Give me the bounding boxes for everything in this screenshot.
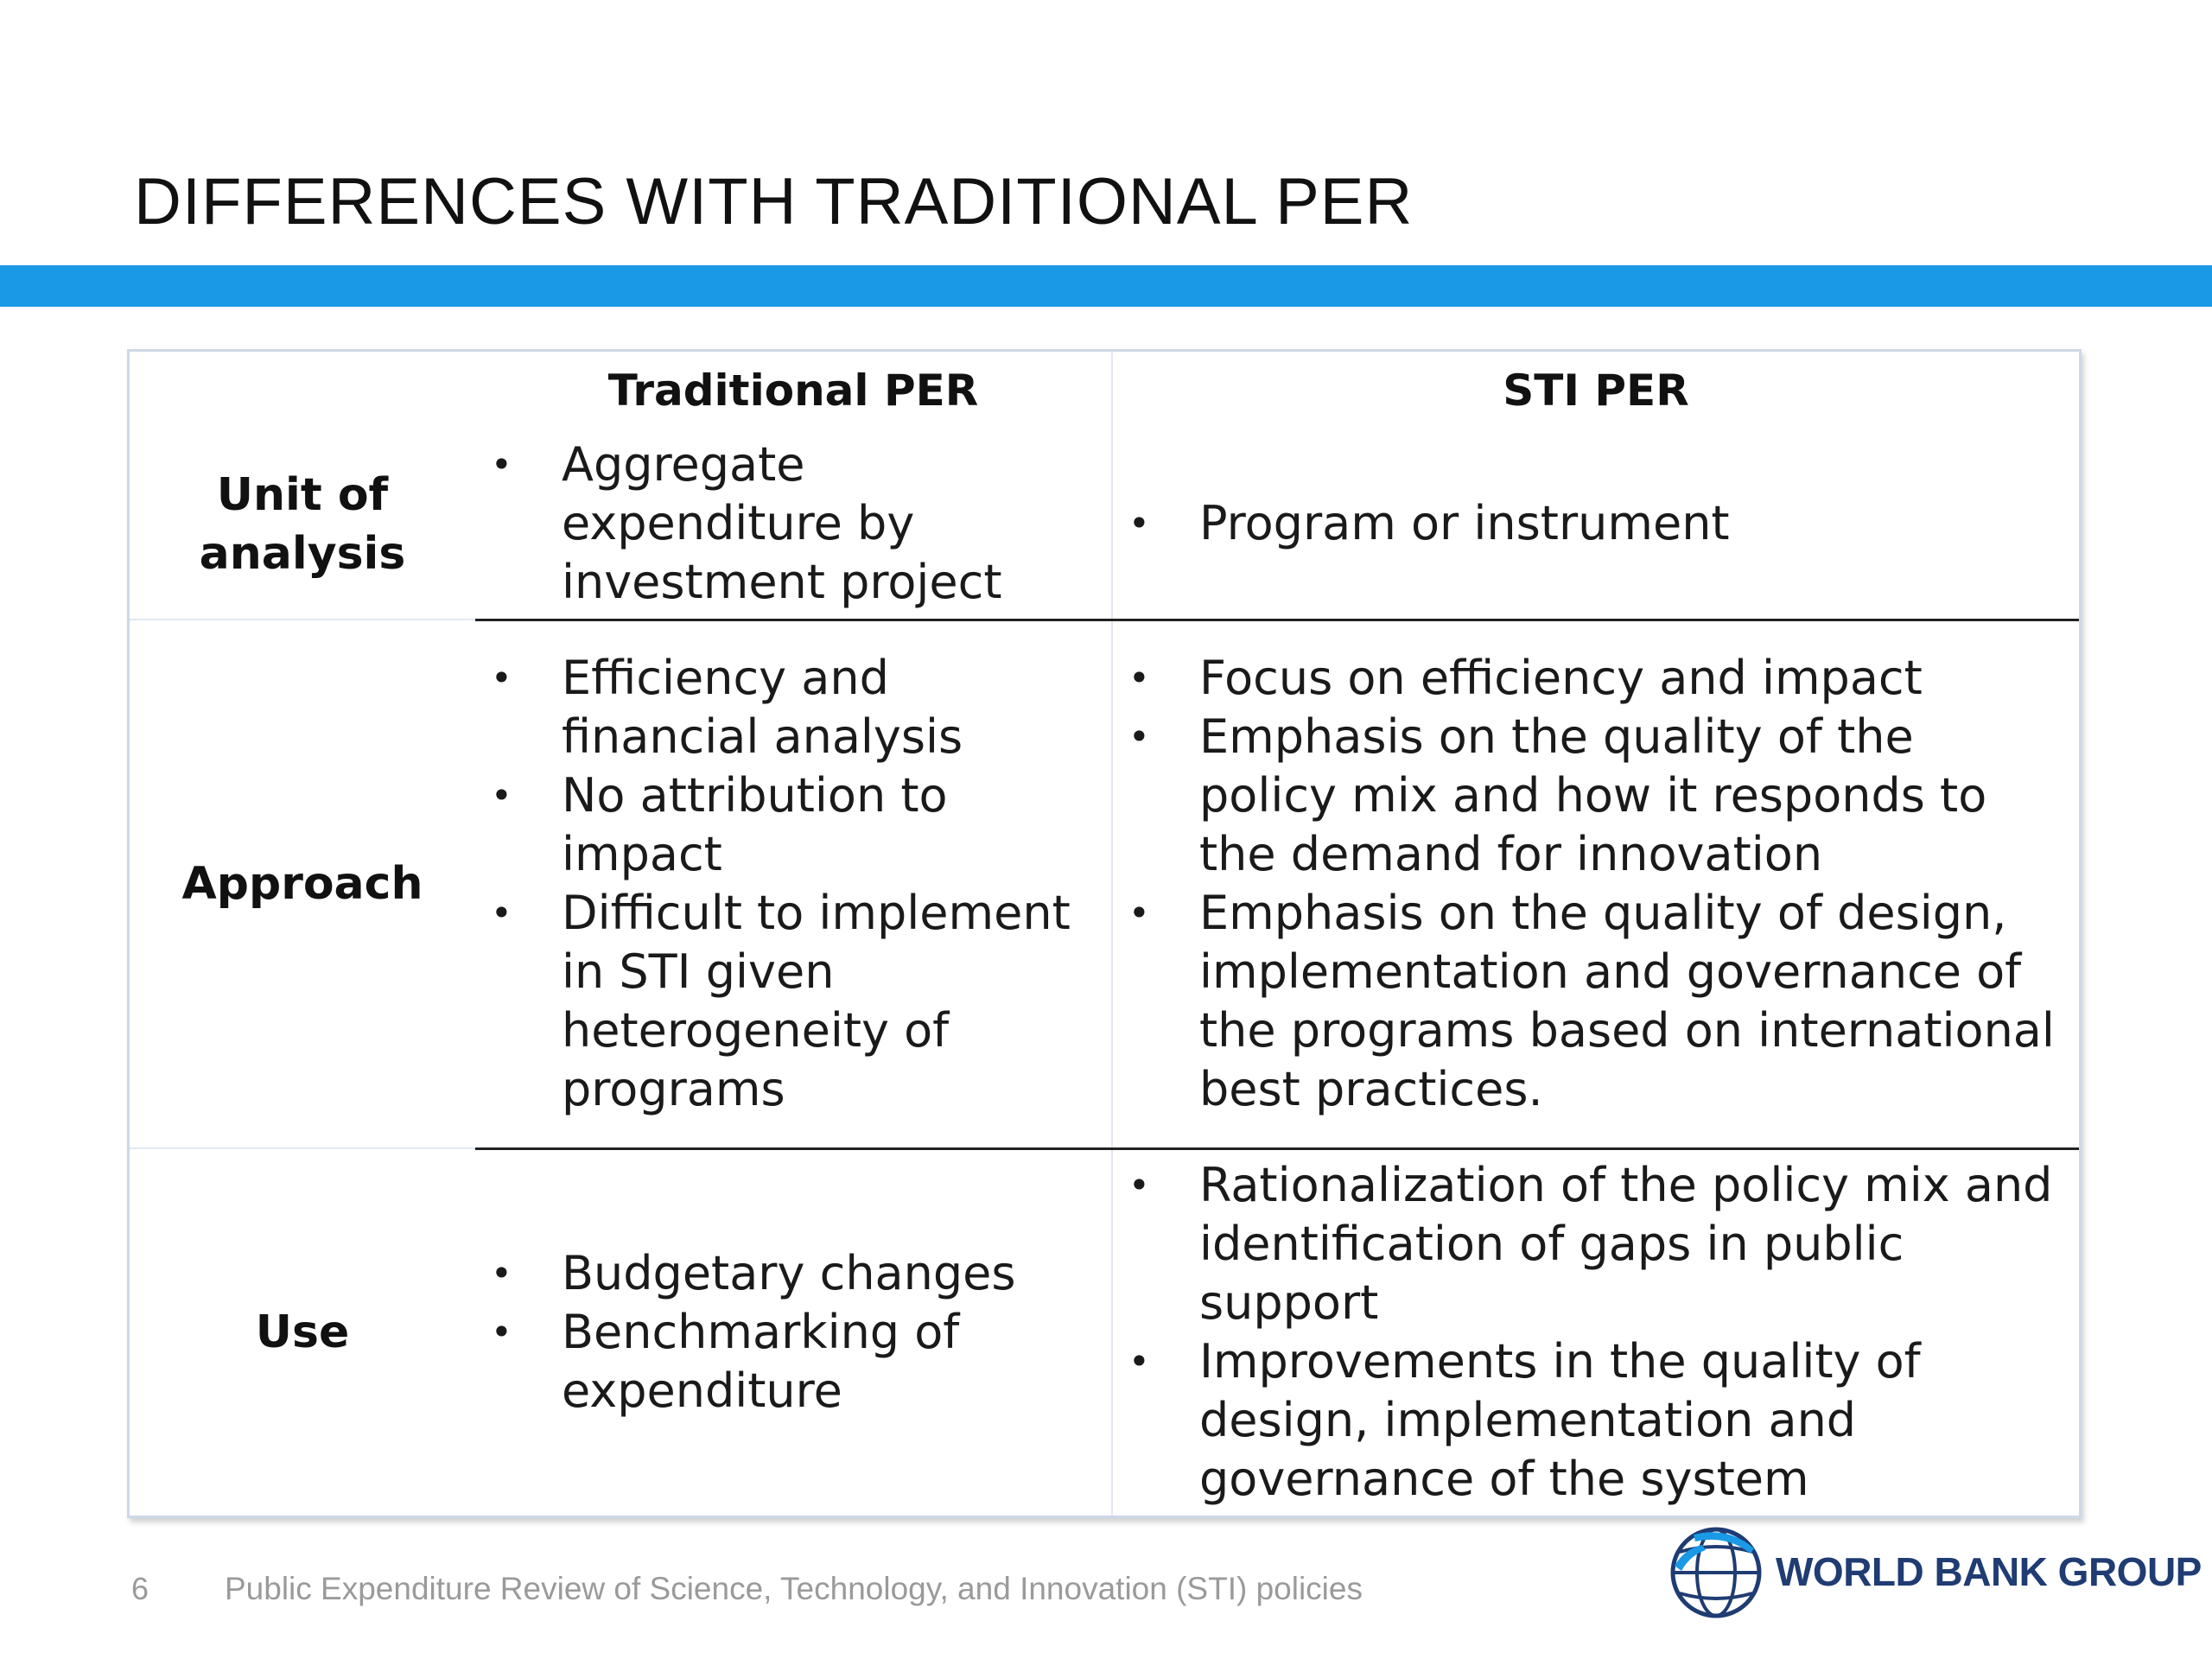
list-item: • Focus on efficiency and impact: [1113, 649, 2079, 708]
bullet-list: • Budgetary changes • Benchmarking of expe…: [475, 1244, 1111, 1421]
row-label-approach: Approach: [130, 620, 475, 1149]
list-item: • Budgetary changes: [475, 1244, 1111, 1303]
world-bank-group-logo: WORLD BANK GROUP: [1668, 1522, 2202, 1626]
bullet-text: Benchmarking of expenditure: [562, 1305, 960, 1419]
table-row: Approach • Efficiency and financial analy…: [130, 620, 2079, 1150]
list-item: • Efficiency and financial analysis: [475, 649, 1111, 766]
bullet-text: Emphasis on the quality of the policy mi…: [1199, 709, 1987, 881]
bullet-list: • Efficiency and financial analysis • No a…: [475, 649, 1111, 1119]
row-label-unit-of-analysis: Unit of analysis: [130, 429, 475, 620]
page-number: 6: [131, 1571, 149, 1606]
bullet-icon: •: [491, 1311, 512, 1354]
list-item: • Emphasis on the quality of design, impl…: [1113, 884, 2079, 1119]
row-label-use: Use: [255, 1306, 350, 1358]
bullet-list: • Program or instrument: [1113, 494, 2079, 553]
bullet-text: Emphasis on the quality of design, imple…: [1199, 886, 2055, 1116]
bullet-list: • Focus on efficiency and impact • Emphasi…: [1113, 649, 2079, 1119]
globe-icon: [1670, 1527, 1762, 1618]
logo-text: WORLD BANK GROUP: [1776, 1549, 2202, 1594]
bullet-icon: •: [1128, 715, 1150, 758]
list-item: • Difficult to implement in STI given het…: [475, 884, 1111, 1119]
comparison-table-frame: Traditional PER STI PER Unit of analysis…: [127, 349, 2082, 1518]
header-sti-per: STI PER: [1111, 352, 2079, 429]
bullet-text: Program or instrument: [1199, 496, 1730, 551]
header-empty-cell: [130, 352, 475, 429]
list-item: • Emphasis on the quality of the policy m…: [1113, 708, 2079, 884]
footer-text: Public Expenditure Review of Science, Te…: [225, 1571, 1363, 1606]
table-row: Use • Budgetary changes • Benchmarking of …: [130, 1148, 2079, 1516]
bullet-text: No attribution to impact: [562, 768, 948, 881]
bullet-text: Efficiency and financial analysis: [562, 651, 963, 764]
cell-sti-use: • Rationalization of the policy mix and i…: [1111, 1148, 2079, 1516]
bullet-icon: •: [1128, 502, 1150, 545]
table-header-row: Traditional PER STI PER: [130, 352, 2079, 429]
bullet-icon: •: [491, 774, 512, 817]
bullet-text: Rationalization of the policy mix and id…: [1199, 1158, 2053, 1331]
bullet-icon: •: [491, 892, 512, 934]
bullet-text: Improvements in the quality of design, i…: [1199, 1334, 1921, 1507]
list-item: • Aggregate expenditure by investment pro…: [475, 435, 1111, 612]
cell-traditional-approach: • Efficiency and financial analysis • No a…: [475, 620, 1112, 1150]
comparison-table: Traditional PER STI PER Unit of analysis…: [130, 352, 2079, 1516]
bullet-text: Focus on efficiency and impact: [1199, 651, 1923, 705]
bullet-text: Budgetary changes: [562, 1246, 1016, 1301]
cell-sti-approach: • Focus on efficiency and impact • Emphasi…: [1111, 620, 2079, 1150]
cell-sti-unit: • Program or instrument: [1111, 429, 2079, 621]
slide-title: DIFFERENCES WITH TRADITIONAL PER: [134, 165, 1414, 238]
bullet-icon: •: [1128, 1164, 1150, 1207]
bullet-icon: •: [491, 1252, 512, 1295]
cell-traditional-use: • Budgetary changes • Benchmarking of expe…: [475, 1148, 1112, 1516]
bullet-list: • Aggregate expenditure by investment pro…: [475, 435, 1111, 612]
row-label-text: Unit of analysis: [199, 468, 406, 580]
bullet-list: • Rationalization of the policy mix and i…: [1113, 1156, 2079, 1509]
list-item: • No attribution to impact: [475, 766, 1111, 884]
bullet-text: Aggregate expenditure by investment proj…: [562, 437, 1002, 610]
title-accent-bar: [0, 265, 2212, 307]
list-item: • Improvements in the quality of design, …: [1113, 1332, 2079, 1509]
list-item: • Program or instrument: [1113, 494, 2079, 553]
bullet-icon: •: [1128, 1340, 1150, 1383]
header-traditional-per: Traditional PER: [607, 365, 979, 416]
list-item: • Benchmarking of expenditure: [475, 1303, 1111, 1421]
bullet-text: Difficult to implement in STI given hete…: [562, 886, 1071, 1116]
bullet-icon: •: [491, 443, 512, 486]
bullet-icon: •: [1128, 657, 1150, 699]
cell-traditional-unit: • Aggregate expenditure by investment pro…: [475, 429, 1112, 621]
table-row: Unit of analysis • Aggregate expenditure …: [130, 429, 2079, 621]
bullet-icon: •: [1128, 892, 1150, 934]
list-item: • Rationalization of the policy mix and i…: [1113, 1156, 2079, 1332]
bullet-icon: •: [491, 657, 512, 699]
